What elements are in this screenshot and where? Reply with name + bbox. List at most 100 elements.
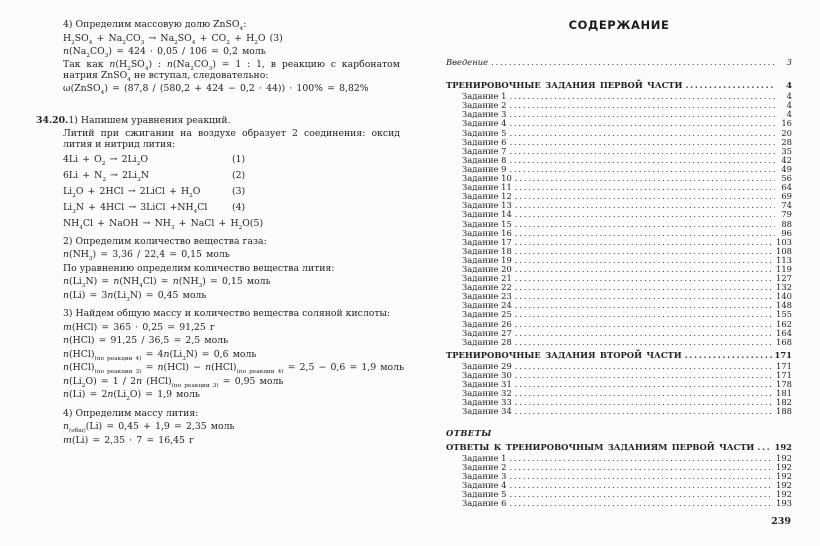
toc-page-number: 155: [776, 309, 792, 320]
toc-row-entry: Задание 11 64: [446, 183, 792, 192]
toc-row-entry: Задание 30 171: [446, 370, 792, 380]
toc-dots-leader: [509, 490, 773, 499]
toc-dots-leader: [515, 301, 773, 310]
toc-page-number: 171: [776, 360, 792, 371]
toc-dots-leader: [515, 283, 773, 292]
toc-page-number: 192: [776, 479, 792, 490]
toc-row-entry: Задание 24 148: [446, 301, 792, 310]
toc-row-section: ТРЕНИРОВОЧНЫЕ ЗАДАНИЯ ПЕРВОЙ ЧАСТИ 4: [446, 80, 792, 91]
toc-dots-leader: [509, 129, 775, 138]
toc-row-entry: Задание 9 49: [446, 163, 792, 174]
solution-equation: Li3N + 4HCl → 3LiCl +NH4Cl (4): [63, 201, 400, 215]
toc-label: Задание 6: [462, 136, 507, 147]
toc-page-number: 140: [776, 291, 792, 302]
toc-page-number: 192: [776, 461, 792, 472]
toc-label: Задание 18: [462, 245, 512, 256]
toc-row-entry: Задание 14 79: [446, 210, 792, 219]
toc-page-number: 108: [776, 245, 792, 256]
toc-label: Введение: [446, 57, 489, 67]
toc-dots-leader: [515, 274, 773, 283]
toc-page-number: 171: [776, 370, 792, 380]
toc-row-entry: Задание 26 162: [446, 319, 792, 329]
toc-label: Задание 10: [462, 173, 512, 184]
toc-title: СОДЕРЖАНИЕ: [568, 18, 670, 32]
toc-page-number: 16: [781, 118, 792, 129]
left-page: 4) Определим массовую долю ZnSO4: H2SO4 +…: [36, 13, 404, 447]
toc-label: Задание 34: [462, 406, 512, 417]
solution-formula: m(Li) = 2,35 · 7 = 16,45 г: [63, 434, 194, 446]
toc-row-entry: Задание 7 35: [446, 145, 792, 156]
toc-label: Задание 33: [462, 397, 512, 408]
toc-dots-leader: [515, 229, 775, 238]
toc-label: Задание 30: [462, 370, 512, 380]
toc-label: Задание 8: [462, 154, 507, 165]
toc-dots-leader: [509, 499, 773, 508]
toc-row-entry: Задание 10 56: [446, 173, 792, 184]
toc-row-entry: Задание 3 192: [446, 471, 792, 481]
toc-label: Задание 22: [462, 282, 512, 293]
toc-label: Задание 9: [462, 163, 507, 174]
solution-step: 2) Определим количество вещества газа:: [63, 235, 267, 247]
toc-dots-leader: [509, 472, 773, 481]
toc-dots-leader: [685, 351, 772, 360]
toc-dots-leader: [515, 380, 773, 389]
toc-label: Задание 1: [462, 452, 507, 463]
toc-page-number: 192: [774, 441, 792, 452]
toc-row-entry: Задание 1 4: [446, 92, 792, 101]
toc-page-number: 119: [776, 263, 792, 274]
toc-dots-leader: [685, 81, 775, 90]
toc-dots-leader: [515, 247, 773, 256]
solution-problem: 34.20. 1) Напишем уравнения реакций.: [36, 114, 400, 128]
toc-page-number: 164: [776, 327, 792, 338]
toc-row-entry: Задание 5 192: [446, 489, 792, 499]
solution-formula: n(Li2O) = 1 / 2n (HCl)(по реакции 3) = 0…: [63, 375, 284, 389]
toc-label: Задание 1: [462, 91, 507, 102]
solution-step: 4) Определим массу лития:: [63, 407, 199, 419]
toc-row-section: ОТВЕТЫ К ТРЕНИРОВОЧНЫМ ЗАДАНИЯМ ПЕРВОЙ Ч…: [446, 441, 792, 452]
toc-row-entry: Задание 3 4: [446, 110, 792, 119]
equation-number: (4): [232, 201, 246, 213]
solution-formula: ω(ZnSO4) = (87,8 / (580,2 + 424 − 0,2 · …: [63, 82, 369, 96]
toc-label: Задание 6: [462, 498, 507, 509]
toc-label: Задание 14: [462, 209, 512, 220]
toc-page-number: 4: [786, 80, 792, 91]
toc-page-number: 4: [786, 109, 792, 120]
toc-row-entry: Задание 21 127: [446, 273, 792, 284]
problem-number: 34.20.: [36, 115, 69, 127]
toc-row-entry: Задание 5 20: [446, 128, 792, 138]
toc-label: Задание 11: [462, 182, 512, 193]
toc-dots-leader: [515, 389, 773, 398]
toc-dots-leader: [515, 398, 773, 407]
toc-label: Задание 21: [462, 273, 512, 284]
right-page: СОДЕРЖАНИЕ Введение 3 ТРЕНИРОВОЧНЫЕ ЗАДАНИ…: [446, 18, 792, 527]
toc-row-entry: Задание 34 188: [446, 407, 792, 416]
toc-dots-leader: [509, 165, 775, 174]
toc-dots-leader: [509, 101, 775, 110]
toc-label: Задание 15: [462, 218, 512, 229]
toc-list: Введение 3 ТРЕНИРОВОЧНЫЕ ЗАДАНИЯ ПЕРВОЙ ЧА…: [446, 57, 792, 509]
toc-label: Задание 7: [462, 145, 507, 156]
toc-dots-leader: [509, 147, 775, 156]
toc-page-number: 79: [781, 209, 792, 220]
toc-label: Задание 28: [462, 336, 512, 347]
toc-label: Задание 17: [462, 236, 512, 247]
toc-page-number: 42: [781, 154, 792, 165]
toc-page-number: 178: [776, 379, 792, 390]
toc-page-number: 69: [781, 191, 792, 202]
toc-page-number: 35: [781, 145, 792, 156]
toc-page-number: 28: [781, 136, 792, 147]
toc-page-number: 49: [781, 163, 792, 174]
toc-page-number: 4: [786, 100, 792, 111]
toc-row-entry: Задание 2 4: [446, 101, 792, 110]
solution-formula: n(HCl)(по реакции 4) = 4n(Li3N) = 0,6 мо…: [63, 348, 257, 362]
toc-dots-leader: [509, 454, 773, 463]
toc-label: ТРЕНИРОВОЧНЫЕ ЗАДАНИЯ ПЕРВОЙ ЧАСТИ: [446, 80, 683, 91]
toc-row-entry: Задание 15 88: [446, 218, 792, 229]
toc-dots-leader: [509, 92, 775, 101]
toc-row-entry: Задание 29 171: [446, 360, 792, 371]
toc-label: Задание 2: [462, 100, 507, 111]
reaction-equation: NH4Cl + NaOH → NH3 + NaCl + H2O: [63, 217, 250, 231]
toc-dots-leader: [515, 256, 773, 265]
toc-label: Задание 20: [462, 263, 512, 274]
toc-label: Задание 32: [462, 388, 512, 399]
